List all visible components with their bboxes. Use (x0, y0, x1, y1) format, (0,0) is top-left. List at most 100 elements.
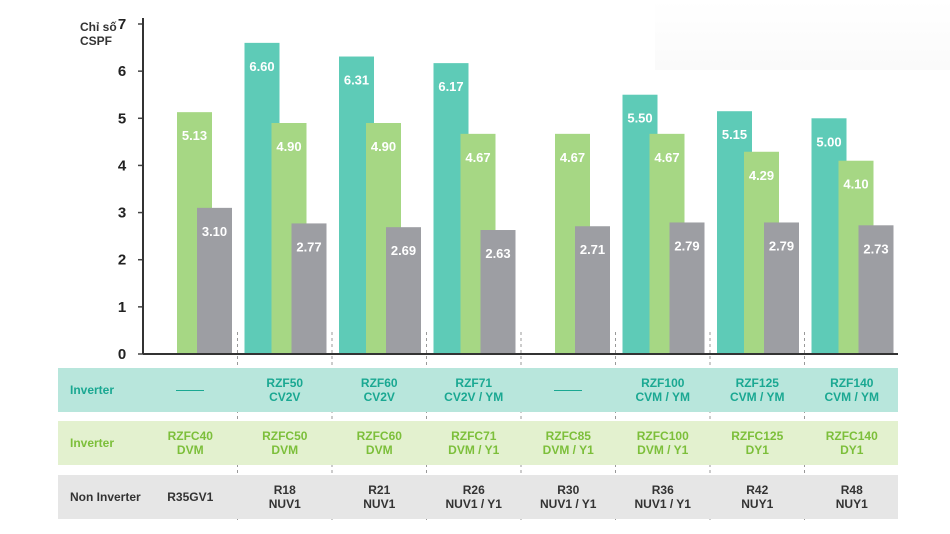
cell-line: CV2V (363, 390, 395, 404)
cell-line: RZFC40 (167, 429, 213, 443)
cell-line: RZF140 (830, 376, 874, 390)
cell-line: R36 (651, 483, 674, 497)
table-cell: RZFC40 DVM (143, 421, 238, 465)
cell-line: RZFC71 (451, 429, 497, 443)
bar-value-label: 2.71 (580, 242, 605, 257)
table-row-non-inverter: Non Inverter R35GV1 R18 NUV1 R21 NUV1 R26 NUV1… (58, 475, 898, 519)
table-cell: R30 NUV1 / Y1 (521, 475, 616, 519)
bar-non-inverter-1 (291, 223, 327, 354)
cell-line: CVM / YM (730, 390, 785, 404)
table-cell: R21 NUV1 (332, 475, 427, 519)
cell-line: R35GV1 (167, 490, 214, 504)
cell-line: R21 (368, 483, 391, 497)
cell-line: DVM (365, 443, 393, 457)
empty-dash (554, 389, 583, 391)
y-tick-label: 3 (118, 205, 126, 222)
y-tick-label: 5 (118, 110, 126, 127)
bar-value-label: 4.67 (654, 150, 679, 165)
bar-value-label: 2.79 (674, 238, 699, 253)
bar-value-label: 5.15 (722, 127, 747, 142)
cell-line: RZFC85 (545, 429, 591, 443)
table-row-inverter-rzf: Inverter RZF50 CV2V RZF60 CV2V RZF71 CV2V / Y… (58, 368, 898, 412)
cell-line: NUY1 (835, 497, 868, 511)
table-cell: R35GV1 (143, 475, 238, 519)
bar-value-label: 5.00 (816, 134, 841, 149)
table-cell: RZFC140 DY1 (805, 421, 900, 465)
cell-line: NUY1 (741, 497, 774, 511)
table-cell: RZFC125 DY1 (710, 421, 805, 465)
cell-line: DVM (271, 443, 299, 457)
cell-line: NUV1 (268, 497, 301, 511)
bar-non-inverter-4 (575, 226, 610, 354)
cell-line: RZF60 (360, 376, 398, 390)
bar-value-label: 6.60 (249, 59, 274, 74)
table-cell: RZFC60 DVM (332, 421, 427, 465)
bar-non-inverter-5 (669, 222, 705, 354)
y-tick-label: 7 (118, 16, 126, 33)
table-cell: RZF125 CVM / YM (710, 368, 805, 412)
y-axis-label: Chỉ số CSPF (80, 20, 117, 48)
table-cell: RZFC100 DVM / Y1 (616, 421, 711, 465)
table-cell: RZFC85 DVM / Y1 (521, 421, 616, 465)
bar-value-label: 5.13 (182, 128, 207, 143)
table-row-inverter-rzfc: Inverter RZFC40 DVM RZFC50 DVM RZFC60 DVM RZFC… (58, 421, 898, 465)
cell-line: RZF100 (641, 376, 685, 390)
bar-non-inverter-0 (197, 207, 232, 354)
table-cell: RZFC50 DVM (238, 421, 333, 465)
cell-line: R30 (557, 483, 580, 497)
bar-non-inverter-3 (480, 230, 516, 354)
cell-line: RZF50 (266, 376, 304, 390)
y-tick-label: 1 (118, 299, 126, 316)
table-cell: RZF140 CVM / YM (805, 368, 900, 412)
cell-line: RZFC125 (731, 429, 784, 443)
table-cell (143, 368, 238, 412)
cell-line: NUV1 (363, 497, 396, 511)
bar-value-label: 4.67 (560, 150, 585, 165)
bar-value-label: 5.50 (627, 111, 652, 126)
cell-line: NUV1 / Y1 (634, 497, 691, 511)
cell-line: RZFC50 (262, 429, 308, 443)
table-cell (521, 368, 616, 412)
cell-line: CV2V (269, 390, 301, 404)
bar-value-label: 2.69 (391, 243, 416, 258)
cell-line: RZFC60 (356, 429, 402, 443)
bar-value-label: 4.90 (276, 139, 301, 154)
bar-value-label: 4.29 (749, 168, 774, 183)
empty-dash (176, 389, 205, 391)
cell-line: CV2V / YM (444, 390, 504, 404)
bar-value-label: 6.17 (438, 79, 463, 94)
bar-value-label: 4.67 (465, 150, 490, 165)
table-cell: RZF100 CVM / YM (616, 368, 711, 412)
y-axis-label-line1: Chỉ số (80, 20, 117, 34)
table-cell: R36 NUV1 / Y1 (616, 475, 711, 519)
bar-value-label: 2.77 (296, 239, 321, 254)
y-tick-label: 4 (118, 157, 127, 174)
row-label: Inverter (70, 383, 115, 397)
bar-value-label: 2.73 (863, 241, 888, 256)
row-label: Non Inverter (70, 490, 141, 504)
cell-line: NUV1 / Y1 (445, 497, 502, 511)
bar-value-label: 4.10 (843, 177, 868, 192)
y-tick-label: 0 (118, 346, 126, 363)
y-axis-label-line2: CSPF (80, 34, 113, 48)
cell-line: R42 (746, 483, 769, 497)
bar-non-inverter-6 (764, 222, 799, 354)
cell-line: NUV1 / Y1 (540, 497, 597, 511)
cell-line: RZF125 (735, 376, 779, 390)
cell-line: DY1 (840, 443, 864, 457)
bar-value-label: 6.31 (344, 73, 369, 88)
background-fade (655, 0, 950, 70)
bar-value-label: 3.10 (202, 224, 227, 239)
table-cell: RZFC71 DVM / Y1 (427, 421, 522, 465)
cell-line: R48 (840, 483, 863, 497)
y-tick-label: 2 (118, 252, 126, 269)
bar-value-label: 2.63 (485, 246, 510, 261)
row-label: Inverter (70, 436, 115, 450)
bar-non-inverter-7 (858, 225, 894, 354)
y-tick-label: 6 (118, 63, 126, 80)
table-cell: R18 NUV1 (238, 475, 333, 519)
table-cell: R26 NUV1 / Y1 (427, 475, 522, 519)
bar-non-inverter-2 (386, 227, 421, 354)
table-cell: R42 NUY1 (710, 475, 805, 519)
